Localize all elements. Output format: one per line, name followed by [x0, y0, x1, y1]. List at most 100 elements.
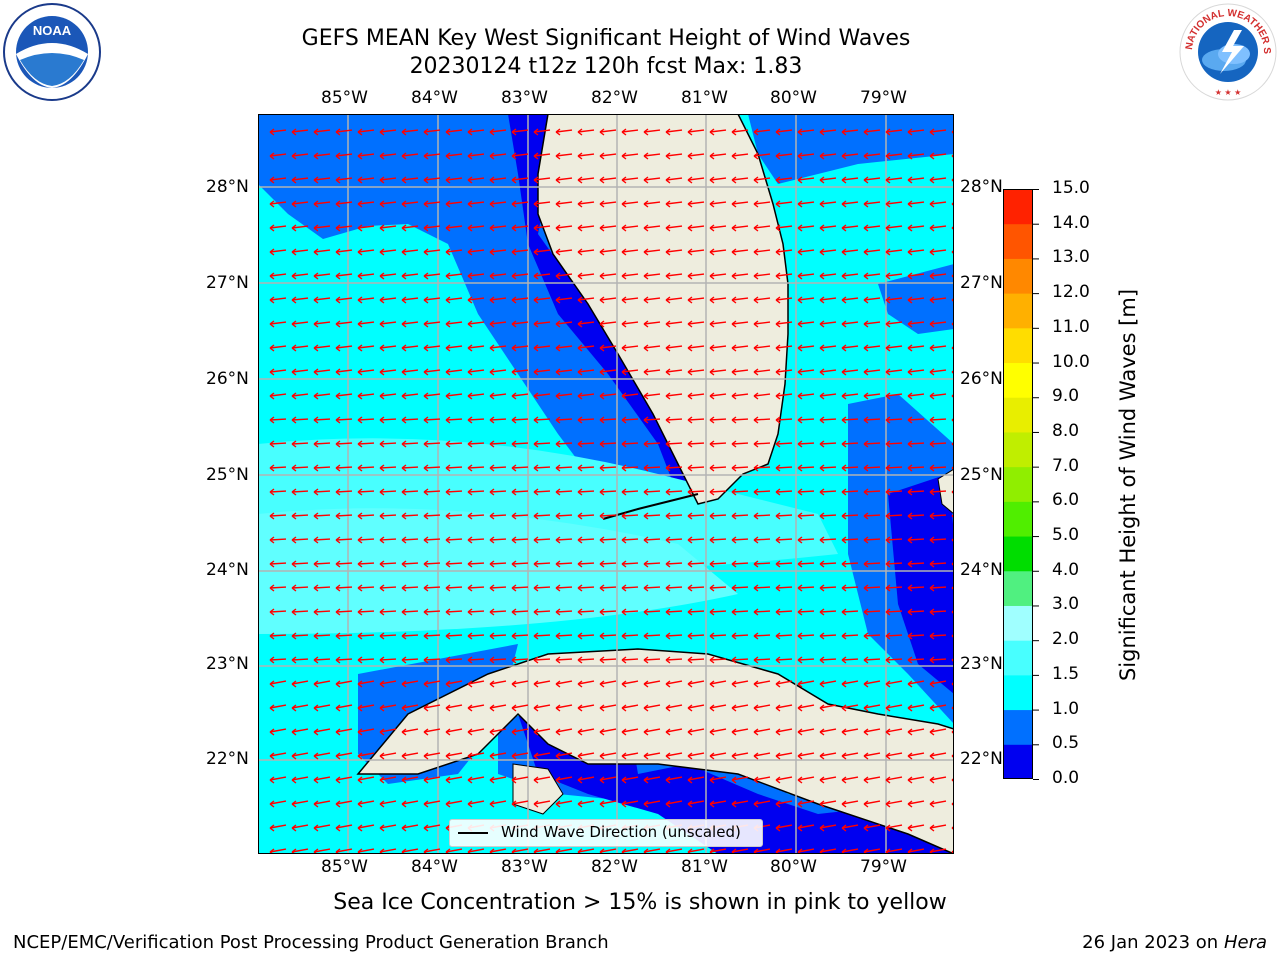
wind-arrow	[511, 752, 529, 760]
wind-arrow	[379, 536, 397, 544]
wind-arrow	[357, 128, 375, 136]
wind-arrow	[423, 128, 441, 136]
wind-arrow	[269, 632, 287, 640]
wind-arrow	[269, 752, 287, 760]
wind-arrow	[489, 800, 507, 808]
wind-arrow	[709, 152, 727, 160]
wind-arrow	[533, 800, 551, 808]
wind-arrow	[775, 368, 793, 376]
wind-arrow	[445, 200, 463, 208]
wind-arrow	[643, 632, 661, 640]
wind-arrow	[401, 824, 419, 832]
wind-arrow	[533, 656, 551, 664]
wind-arrow	[731, 224, 749, 232]
wind-arrow	[841, 128, 859, 136]
wind-arrow	[269, 512, 287, 520]
wind-arrow	[291, 248, 309, 256]
wind-arrow	[599, 416, 617, 424]
wind-arrow	[467, 224, 485, 232]
wind-arrow	[885, 632, 903, 640]
wind-arrow	[753, 776, 771, 784]
wind-arrow	[841, 488, 859, 496]
lon-label-top: 84°W	[411, 88, 458, 108]
wind-arrow	[929, 464, 947, 472]
wind-arrow	[511, 776, 529, 784]
wind-arrow	[467, 152, 485, 160]
wind-arrow	[951, 705, 954, 711]
wind-arrow	[291, 584, 309, 592]
wind-arrow	[445, 320, 463, 328]
wind-arrow	[929, 608, 947, 616]
wind-arrow	[291, 608, 309, 616]
wind-arrow	[819, 248, 837, 256]
wind-arrow	[709, 560, 727, 568]
wind-arrow	[929, 440, 947, 448]
wind-arrow	[291, 800, 309, 808]
wind-arrow	[313, 632, 331, 640]
wind-arrow	[467, 272, 485, 280]
wind-arrow	[401, 272, 419, 280]
wind-arrow	[401, 632, 419, 640]
wind-arrow	[555, 392, 573, 400]
wind-arrow	[269, 488, 287, 496]
wind-arrow	[291, 536, 309, 544]
wave-contour-nw	[258, 114, 718, 504]
wind-arrow	[819, 488, 837, 496]
wind-arrow	[555, 560, 573, 568]
wind-arrow	[313, 752, 331, 760]
wind-arrow	[709, 296, 727, 304]
wind-arrow	[401, 728, 419, 736]
wind-arrow	[863, 800, 881, 808]
wind-arrow	[269, 440, 287, 448]
wind-arrow	[555, 440, 573, 448]
wind-arrow	[731, 512, 749, 520]
wind-arrow	[753, 608, 771, 616]
wind-arrow	[489, 200, 507, 208]
wind-arrow	[775, 200, 793, 208]
wind-arrow	[907, 824, 925, 832]
wind-arrow	[841, 608, 859, 616]
wind-arrow	[687, 800, 705, 808]
wind-arrow	[863, 752, 881, 760]
wind-arrow	[313, 560, 331, 568]
wind-arrow	[313, 248, 331, 256]
wind-arrow	[929, 272, 947, 280]
wind-arrow	[929, 776, 947, 784]
wind-arrow	[577, 488, 595, 496]
wind-arrow	[665, 200, 683, 208]
wind-arrow	[951, 393, 954, 399]
colorbar-tick-label: 1.0	[1052, 698, 1080, 719]
colorbar-band	[1003, 605, 1033, 641]
wind-arrow	[731, 560, 749, 568]
wind-arrow	[445, 608, 463, 616]
wind-arrow	[753, 800, 771, 808]
wind-arrow	[709, 728, 727, 736]
wind-arrow	[907, 536, 925, 544]
wind-arrow	[379, 152, 397, 160]
wind-arrow	[819, 536, 837, 544]
wind-arrow	[555, 512, 573, 520]
wind-arrow	[401, 680, 419, 688]
lat-label-right: 27°N	[960, 273, 1003, 293]
colorbar	[1003, 189, 1033, 779]
wind-arrow	[467, 464, 485, 472]
wind-arrow	[533, 680, 551, 688]
wind-arrow	[665, 536, 683, 544]
lat-label-left: 24°N	[206, 560, 249, 580]
wind-arrow	[819, 176, 837, 184]
wind-arrow	[775, 536, 793, 544]
colorbar-tick-label: 13.0	[1052, 247, 1090, 268]
wind-arrow	[907, 488, 925, 496]
wind-arrow	[709, 680, 727, 688]
wind-arrow	[665, 728, 683, 736]
map-plot	[258, 114, 954, 854]
wind-arrow	[599, 224, 617, 232]
wind-arrow	[423, 776, 441, 784]
wind-arrow	[401, 800, 419, 808]
wind-arrow	[379, 632, 397, 640]
wind-arrow	[621, 200, 639, 208]
wind-arrow	[643, 656, 661, 664]
wind-arrow	[313, 776, 331, 784]
wind-arrow	[489, 392, 507, 400]
wind-arrow	[643, 464, 661, 472]
